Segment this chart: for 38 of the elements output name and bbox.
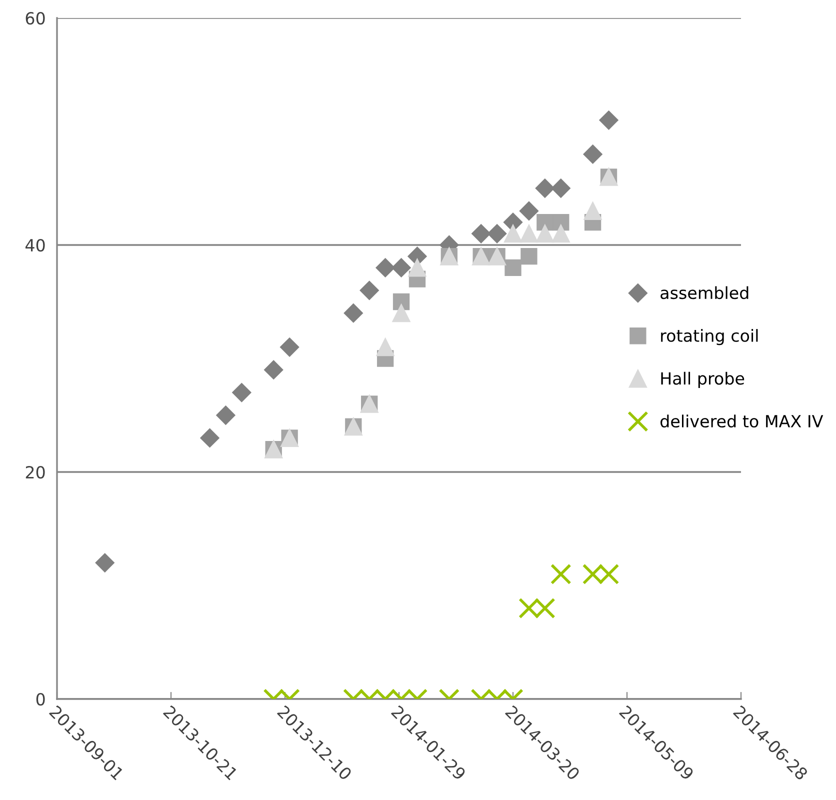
point [376,258,395,278]
y-tick-label: 60 [26,12,45,25]
point [200,428,220,448]
point [550,564,572,585]
point [392,293,410,310]
point [599,110,618,130]
point [488,224,507,244]
point [392,304,410,322]
point [392,258,411,278]
point [520,248,538,265]
point [280,338,300,357]
point [504,259,522,276]
legend-label: rotating coil [661,329,758,346]
point [504,224,522,243]
y-tick-label: 40 [25,238,45,252]
point [264,360,284,380]
point [584,202,602,220]
point [535,178,554,198]
point [344,304,363,323]
point [408,258,426,277]
point [376,338,394,356]
point [519,201,538,220]
legend-label: delivered to MAX IV [660,414,824,428]
point [95,553,114,572]
y-tick-label: 20 [26,466,45,479]
point [216,406,236,425]
point [552,224,570,243]
point [551,178,570,198]
point [472,224,491,244]
point [232,383,252,402]
point [583,144,602,164]
legend-label: assembled [660,286,748,300]
point [520,224,538,243]
y-tick-label: 0 [36,692,45,706]
legend-label: Hall probe [661,372,744,388]
point [536,224,554,243]
point [360,280,379,300]
point [552,214,570,231]
